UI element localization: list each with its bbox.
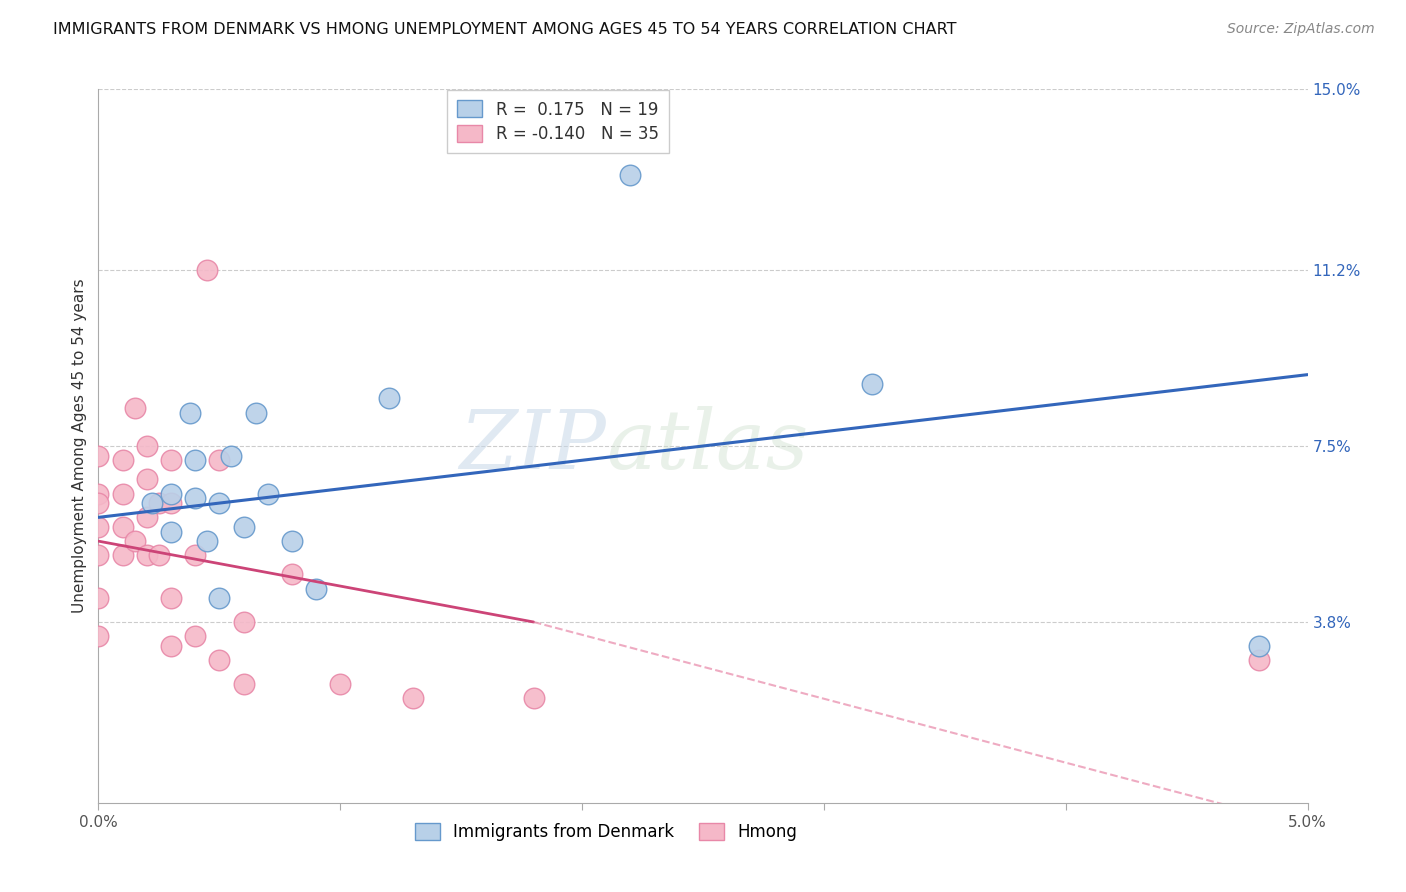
Point <box>208 496 231 510</box>
Point <box>135 549 157 563</box>
Point <box>87 520 110 534</box>
Point <box>135 510 157 524</box>
Point <box>135 439 157 453</box>
Legend: Immigrants from Denmark, Hmong: Immigrants from Denmark, Hmong <box>408 816 804 848</box>
Point <box>232 520 254 534</box>
Point <box>256 486 278 500</box>
Point <box>160 524 183 539</box>
Point <box>1249 653 1271 667</box>
Point <box>87 496 110 510</box>
Point <box>160 453 183 467</box>
Text: ZIP: ZIP <box>460 406 606 486</box>
Point <box>221 449 243 463</box>
Point <box>245 406 267 420</box>
Point <box>87 449 110 463</box>
Point <box>111 549 134 563</box>
Point <box>124 401 146 415</box>
Point <box>87 549 110 563</box>
Point <box>523 691 546 706</box>
Point <box>160 591 183 606</box>
Point <box>619 168 641 182</box>
Point <box>87 486 110 500</box>
Text: atlas: atlas <box>606 406 808 486</box>
Point <box>135 472 157 486</box>
Text: IMMIGRANTS FROM DENMARK VS HMONG UNEMPLOYMENT AMONG AGES 45 TO 54 YEARS CORRELAT: IMMIGRANTS FROM DENMARK VS HMONG UNEMPLO… <box>53 22 957 37</box>
Point <box>111 520 134 534</box>
Point <box>184 629 207 643</box>
Point <box>160 639 183 653</box>
Point <box>377 392 399 406</box>
Point <box>281 534 304 549</box>
Point <box>195 534 218 549</box>
Point <box>329 677 352 691</box>
Point <box>141 496 163 510</box>
Point <box>305 582 328 596</box>
Point <box>111 486 134 500</box>
Point <box>179 406 201 420</box>
Point <box>184 549 207 563</box>
Point <box>208 653 231 667</box>
Point <box>160 486 183 500</box>
Y-axis label: Unemployment Among Ages 45 to 54 years: Unemployment Among Ages 45 to 54 years <box>72 278 87 614</box>
Point <box>281 567 304 582</box>
Point <box>124 534 146 549</box>
Point <box>87 591 110 606</box>
Point <box>208 453 231 467</box>
Point <box>111 453 134 467</box>
Point <box>860 377 883 392</box>
Point <box>87 629 110 643</box>
Point <box>232 677 254 691</box>
Point <box>148 496 170 510</box>
Point <box>1249 639 1271 653</box>
Point <box>195 263 218 277</box>
Point <box>148 549 170 563</box>
Text: Source: ZipAtlas.com: Source: ZipAtlas.com <box>1227 22 1375 37</box>
Point <box>232 615 254 629</box>
Point <box>208 591 231 606</box>
Point <box>160 496 183 510</box>
Point <box>402 691 425 706</box>
Point <box>184 453 207 467</box>
Point <box>184 491 207 506</box>
